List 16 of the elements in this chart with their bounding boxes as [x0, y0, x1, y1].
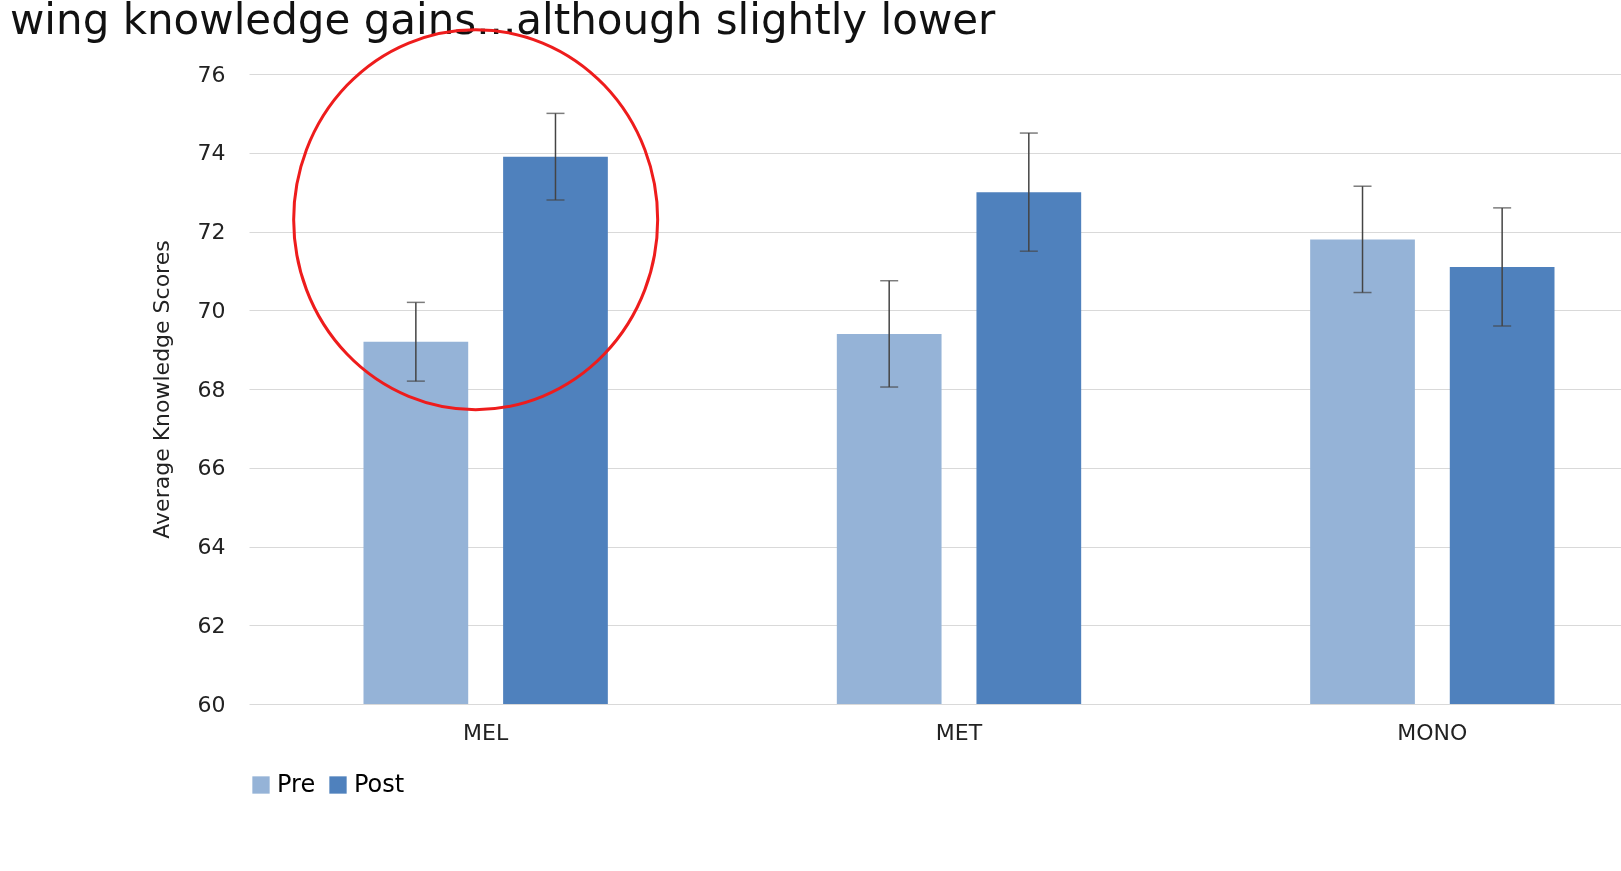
y-tick-label: 68: [197, 376, 226, 402]
x-tick-label: MEL: [463, 719, 509, 745]
y-tick-label: 72: [197, 219, 226, 244]
y-tick-label: 66: [197, 455, 226, 481]
y-axis-title: Average Knowledge Scores: [148, 240, 174, 539]
chart-title: wing knowledge gains...although slightly lower: [10, 0, 997, 44]
y-tick-label: 76: [197, 61, 226, 87]
y-tick-label: 60: [197, 691, 226, 717]
y-tick-label: 74: [197, 140, 226, 166]
legend-label: Post: [354, 770, 405, 798]
y-tick-label: 64: [197, 534, 226, 559]
y-tick-label: 62: [197, 612, 226, 638]
y-tick-label: 70: [197, 297, 226, 323]
x-tick-label: MET: [935, 719, 983, 745]
legend-label: Pre: [277, 770, 316, 798]
x-tick-label: MONO: [1397, 719, 1468, 745]
